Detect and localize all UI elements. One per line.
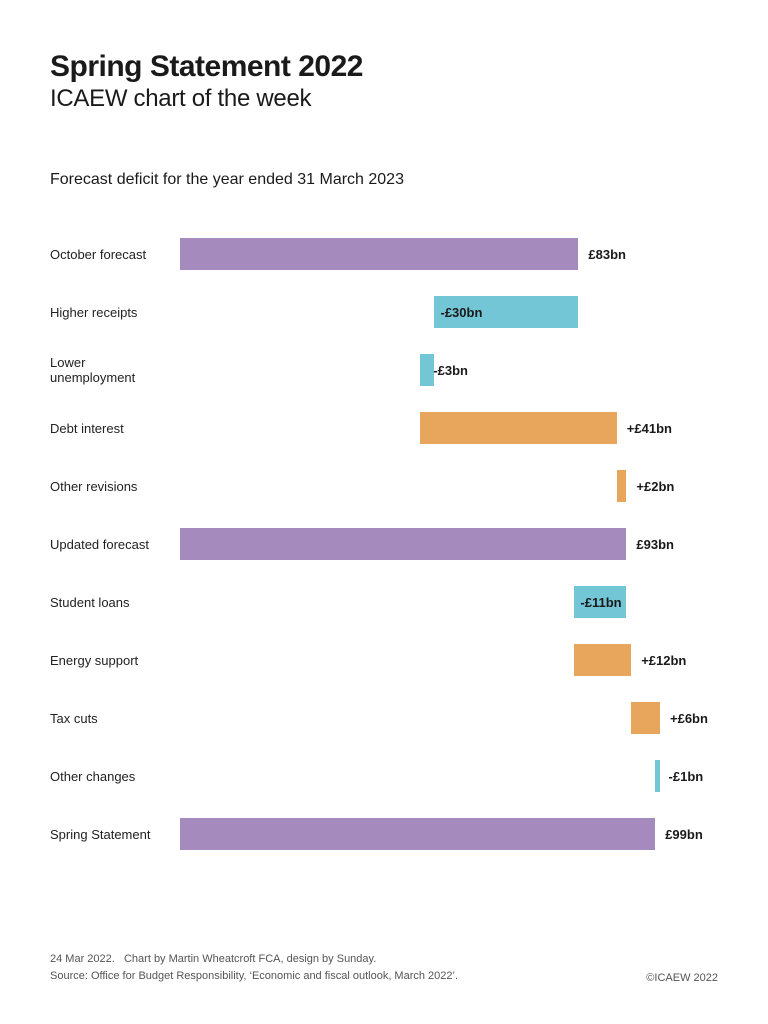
- footer-credit: 24 Mar 2022. Chart by Martin Wheatcroft …: [50, 951, 458, 968]
- row-label: Tax cuts: [50, 711, 180, 726]
- bar: [420, 412, 617, 444]
- row-track: -£3bn: [180, 354, 718, 386]
- row-track: £93bn: [180, 528, 718, 560]
- row-label: Other changes: [50, 769, 180, 784]
- row-track: +£2bn: [180, 470, 718, 502]
- chart-row: Updated forecast £93bn: [50, 515, 718, 573]
- row-track: +£41bn: [180, 412, 718, 444]
- bar-value: £99bn: [665, 818, 703, 850]
- bar: [180, 818, 655, 850]
- bar-value: -£1bn: [669, 760, 704, 792]
- title-main: Spring Statement 2022: [50, 50, 718, 83]
- bar: [180, 528, 626, 560]
- chart-row: Debt interest +£41bn: [50, 399, 718, 457]
- chart-row: Higher receipts -£30bn: [50, 283, 718, 341]
- bar: [180, 238, 578, 270]
- row-track: -£11bn: [180, 586, 718, 618]
- row-track: -£30bn: [180, 296, 718, 328]
- row-track: £83bn: [180, 238, 718, 270]
- row-track: +£6bn: [180, 702, 718, 734]
- bar-value: +£6bn: [670, 702, 708, 734]
- bar-value: -£11bn: [580, 586, 621, 618]
- footer-source: Source: Office for Budget Responsibility…: [50, 968, 458, 985]
- chart-row: Tax cuts +£6bn: [50, 689, 718, 747]
- bar-value: +£12bn: [641, 644, 686, 676]
- bar: [420, 354, 434, 386]
- row-label: Debt interest: [50, 421, 180, 436]
- row-track: -£1bn: [180, 760, 718, 792]
- footer: 24 Mar 2022. Chart by Martin Wheatcroft …: [50, 951, 718, 984]
- bar-value: -£30bn: [441, 296, 483, 328]
- row-label: Other revisions: [50, 479, 180, 494]
- chart-description: Forecast deficit for the year ended 31 M…: [50, 171, 718, 189]
- chart-row: Other revisions +£2bn: [50, 457, 718, 515]
- chart-row: Lower unemployment -£3bn: [50, 341, 718, 399]
- bar-value: £93bn: [636, 528, 674, 560]
- bar: [655, 760, 660, 792]
- row-label: Lower unemployment: [50, 355, 180, 385]
- bar-value: -£3bn: [433, 354, 468, 386]
- chart-row: Other changes -£1bn: [50, 747, 718, 805]
- bar-value: +£41bn: [627, 412, 672, 444]
- chart-row: Spring Statement £99bn: [50, 805, 718, 863]
- bar: [574, 644, 632, 676]
- chart-row: Student loans -£11bn: [50, 573, 718, 631]
- bar-value: +£2bn: [636, 470, 674, 502]
- row-track: £99bn: [180, 818, 718, 850]
- chart-row: Energy support +£12bn: [50, 631, 718, 689]
- row-label: Student loans: [50, 595, 180, 610]
- bar-value: £83bn: [588, 238, 626, 270]
- bar: [631, 702, 660, 734]
- chart-row: October forecast £83bn: [50, 225, 718, 283]
- row-label: Energy support: [50, 653, 180, 668]
- title-sub: ICAEW chart of the week: [50, 85, 718, 113]
- row-track: +£12bn: [180, 644, 718, 676]
- row-label: October forecast: [50, 247, 180, 262]
- bar: [617, 470, 627, 502]
- row-label: Higher receipts: [50, 305, 180, 320]
- row-label: Updated forecast: [50, 537, 180, 552]
- row-label: Spring Statement: [50, 827, 180, 842]
- waterfall-chart: October forecast £83bn Higher receipts -£30…: [50, 225, 718, 921]
- footer-copyright: ©ICAEW 2022: [646, 972, 718, 984]
